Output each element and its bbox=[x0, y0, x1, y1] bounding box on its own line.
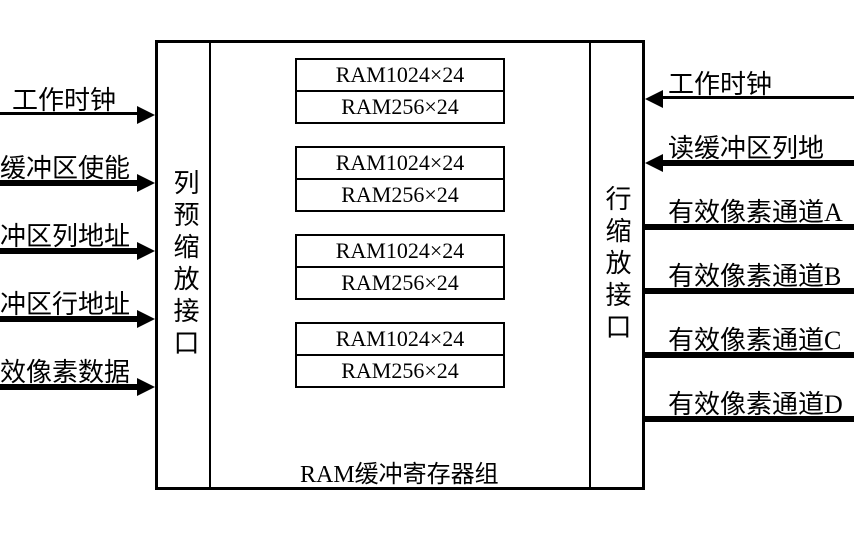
left-interface-label: 列预缩放接口 bbox=[171, 169, 197, 361]
ram-cell: RAM1024×24 bbox=[297, 324, 503, 354]
ram-cell: RAM1024×24 bbox=[297, 148, 503, 178]
ram-group: RAM1024×24 RAM256×24 RAM1024×24 RAM256×2… bbox=[295, 58, 505, 410]
ram-pair: RAM1024×24 RAM256×24 bbox=[295, 58, 505, 124]
ram-cell: RAM1024×24 bbox=[297, 60, 503, 90]
right-interface-box: 行缩放接口 bbox=[591, 44, 641, 486]
ram-pair: RAM1024×24 RAM256×24 bbox=[295, 234, 505, 300]
ram-caption: RAM缓冲寄存器组 bbox=[300, 454, 499, 489]
right-interface-label: 行缩放接口 bbox=[603, 185, 629, 345]
block-diagram: 列预缩放接口 行缩放接口 RAM1024×24 RAM256×24 RAM102… bbox=[0, 40, 854, 490]
ram-pair: RAM1024×24 RAM256×24 bbox=[295, 146, 505, 212]
ram-cell: RAM1024×24 bbox=[297, 236, 503, 266]
ram-cell: RAM256×24 bbox=[297, 266, 503, 298]
left-divider bbox=[209, 43, 211, 487]
ram-cell: RAM256×24 bbox=[297, 178, 503, 210]
ram-pair: RAM1024×24 RAM256×24 bbox=[295, 322, 505, 388]
left-interface-box: 列预缩放接口 bbox=[159, 44, 209, 486]
ram-cell: RAM256×24 bbox=[297, 354, 503, 386]
ram-cell: RAM256×24 bbox=[297, 90, 503, 122]
